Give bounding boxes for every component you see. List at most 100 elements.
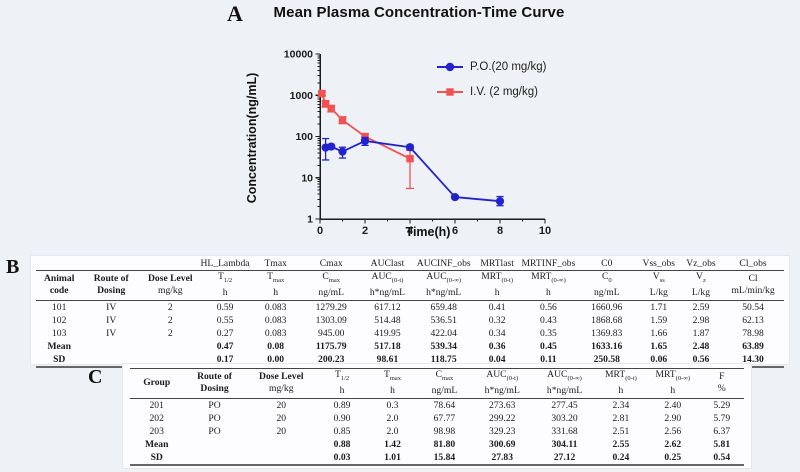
- column-header: Dose Level mg/kg: [245, 368, 317, 399]
- table-cell: 2.0: [386, 425, 399, 437]
- panel-b-label: B: [6, 256, 20, 278]
- concentration-time-chart: 0 2 4 6 8 10 1 10 100 1000 10000: [235, 40, 565, 255]
- table-cell: 1868.68: [591, 314, 623, 326]
- table-cell: SD: [36, 352, 83, 368]
- table-row: SD 0.03 1.01 15.84 27.83 27.12 0.24 0.25 0.54: [130, 450, 744, 466]
- data-point-square: [361, 132, 369, 141]
- column-header: F%: [699, 368, 744, 399]
- x-tick-label: 0: [317, 225, 323, 237]
- table-cell: 2: [167, 314, 173, 326]
- table-cell: 0.45: [540, 340, 557, 352]
- table-cell: 277.45: [551, 399, 578, 411]
- table-cell: 103: [52, 327, 67, 339]
- panel-a-label: A: [227, 1, 243, 26]
- y-tick-label: 1: [307, 214, 313, 226]
- table-cell: 101: [52, 301, 67, 313]
- legend-entry: P.O.(20 mg/kg): [437, 54, 547, 79]
- table-cell: 1303.09: [315, 314, 347, 326]
- table-cell: 0.59: [216, 301, 234, 313]
- data-point-circle: [450, 192, 460, 202]
- column-header: AUC(0-∞) h*ng/mL: [414, 270, 474, 301]
- data-point-circle: [338, 147, 347, 156]
- iv-pk-table-panel: HL_Lambda_ Tmax Cmax AUClast AUCINF_obs MRTla…: [30, 255, 790, 368]
- table-cell: 0.54: [699, 450, 744, 466]
- table-cell: 422.04: [430, 327, 457, 339]
- table-cell: 203: [149, 425, 164, 437]
- param-name-cell: Cmax: [301, 258, 361, 271]
- legend-label: I.V. (2 mg/kg): [470, 85, 538, 98]
- table-cell: 20: [276, 399, 287, 411]
- data-point-circle: [327, 142, 336, 151]
- column-header: Cl mL/min/kg: [722, 270, 784, 301]
- column-header: MRT(0-∞) h: [646, 368, 700, 399]
- table-cell: 2.40: [664, 399, 682, 411]
- param-name-cell: [36, 258, 201, 271]
- table-cell: 331.68: [551, 425, 578, 437]
- table-cell: 0.08: [267, 340, 285, 352]
- table-cell: 0.90: [333, 412, 351, 424]
- table-cell: 0.3: [386, 399, 399, 411]
- legend-square-marker: [437, 87, 463, 96]
- po-pk-parameters-table: Group Route of Dosing Dose Level mg/kg T1/2 h T…: [130, 368, 744, 466]
- data-point-circle: [495, 197, 505, 206]
- x-tick-label: 4: [407, 225, 414, 237]
- table-cell: 81.80: [433, 438, 456, 450]
- table-cell: 1369.83: [591, 327, 623, 339]
- column-header: T1/2 h: [200, 270, 250, 301]
- column-header: MRT(0-∞) h: [521, 270, 576, 301]
- column-header: Tmax h: [367, 368, 418, 399]
- param-name-cell: Vz_obs: [679, 258, 723, 271]
- table-cell: Mean: [47, 340, 71, 352]
- table-cell: 67.77: [433, 412, 456, 424]
- table-cell: 78.98: [742, 327, 764, 339]
- table-cell: 2.48: [692, 340, 710, 352]
- table-cell: PO: [208, 399, 221, 411]
- table-cell: 0.56: [540, 301, 557, 313]
- table-row: 103 IV 2 0.27 0.083 945.00 419.95 422.04 0.34 0.3…: [36, 327, 784, 340]
- param-name-cell: HL_Lambda_: [200, 258, 250, 271]
- table-cell: [140, 340, 200, 353]
- table-cell: 300.69: [489, 438, 516, 450]
- table-cell: [82, 340, 140, 353]
- table-cell: 2.90: [664, 412, 682, 424]
- column-header: Route of Dosing: [82, 270, 141, 301]
- table-cell: 0.25: [646, 450, 700, 466]
- table-cell: 539.34: [430, 340, 457, 352]
- table-cell: 0.03: [316, 450, 368, 466]
- data-point-circle: [405, 143, 415, 152]
- table-cell: 0.34: [488, 327, 506, 339]
- table-cell: 6.37: [713, 425, 731, 437]
- table-cell: 536.51: [430, 314, 457, 326]
- data-point-circle: [360, 136, 370, 146]
- table-cell: 0.85: [333, 425, 351, 437]
- column-header: C0 ng/mL: [575, 270, 638, 301]
- table-row: 101 IV 2 0.59 0.083 1279.29 617.12 659.48 0.41 0.…: [36, 300, 784, 314]
- table-cell: 2.51: [612, 425, 630, 437]
- table-cell: 0.083: [264, 301, 287, 313]
- table-cell: 1.71: [650, 301, 668, 313]
- po-pk-table-panel: Group Route of Dosing Dose Level mg/kg T1/2 h T…: [122, 363, 752, 469]
- table-cell: 2.62: [664, 438, 682, 450]
- column-header: AUC(0-t) h*ng/mL: [360, 270, 415, 301]
- table-cell: 2.55: [612, 438, 630, 450]
- table-cell: 0.36: [488, 340, 506, 352]
- param-name-cell: MRTINF_obs: [521, 258, 576, 271]
- table-cell: 1.01: [367, 450, 418, 466]
- data-point-square: [321, 100, 330, 108]
- chart-plot-area: 0 2 4 6 8 10 1 10 100 1000 10000: [284, 49, 551, 238]
- legend-label: P.O.(20 mg/kg): [470, 60, 547, 73]
- table-cell: 299.22: [489, 412, 516, 424]
- table-cell: 273.63: [489, 399, 516, 411]
- param-name-cell: AUCINF_obs: [414, 258, 474, 271]
- param-name-row: HL_Lambda_ Tmax Cmax AUClast AUCINF_obs MRTla…: [36, 258, 784, 271]
- table-cell: 0.27: [216, 327, 234, 339]
- table-row: 203 PO 20 0.85 2.0 98.98 329.23 331.68 2.51 2.56 6…: [130, 425, 744, 438]
- iv-pk-parameters-table: HL_Lambda_ Tmax Cmax AUClast AUCINF_obs MRTla…: [36, 258, 784, 368]
- table-cell: [246, 438, 317, 451]
- table-cell: 1660.96: [591, 301, 623, 313]
- column-header: Cmax ng/mL: [417, 368, 472, 399]
- table-row: 102 IV 2 0.55 0.083 1303.09 514.48 536.51 0.32 0.…: [36, 314, 784, 327]
- table-cell: 27.83: [471, 450, 534, 466]
- table-cell: 0.55: [216, 314, 234, 326]
